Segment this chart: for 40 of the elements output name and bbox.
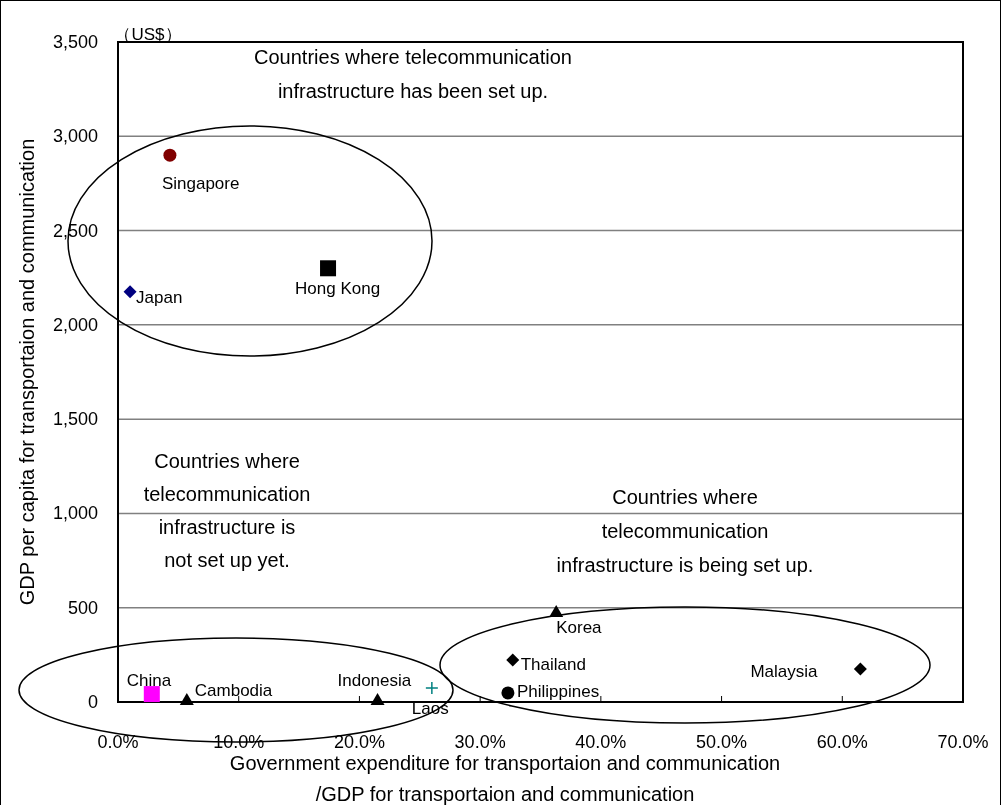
series-label: Thailand [520,654,586,674]
point [163,148,177,162]
y-tick-label: 3,000 [52,126,98,147]
point [179,693,194,706]
series-label: China [126,671,172,691]
point [123,285,137,299]
series-label: Japan [136,287,183,307]
y-axis-title: GDP per capita for transportaion and communication [16,138,38,606]
point [425,681,439,695]
point [501,686,515,700]
point [549,605,564,618]
text: Malaysia [750,662,819,681]
x-tick-label: 60.0% [816,732,868,752]
point [320,260,337,277]
x-tick-label: 30.0% [454,732,506,752]
y-tick-label: 1,500 [52,409,98,430]
annotation: Countries where telecommunication infrastructure has been set up. [254,46,572,102]
point [506,653,520,667]
y-tick-label: 3,500 [52,32,98,52]
x-tick-label: 0.0% [97,732,139,752]
point [143,686,160,703]
x-tick-label: 40.0% [575,732,627,752]
annotation: Countries where telecommunication infrastructure is not set up yet. [143,450,311,571]
x-axis-title: Government expenditure for transportaion and communication /GDP for transportaion and communication [229,752,781,805]
x-tick-label: 50.0% [696,732,748,752]
series-label: Indonesia [337,671,412,691]
series-label: Cambodia [194,681,273,701]
series-label: Korea [556,618,603,638]
x-tick-label: 20.0% [333,732,385,752]
point [370,693,385,706]
y-tick-label: 1,000 [52,503,98,524]
y-tick-label: 2,000 [52,314,98,335]
annotation: Countries where telecommunication infrastructure is being set up. [556,486,814,576]
series-label: Philippines [516,681,600,701]
y-tick-label: 0 [87,692,98,712]
y-tick-label: 500 [67,597,98,618]
series-label: Singapore [161,174,240,194]
x-tick-label: 70.0% [937,732,989,752]
point [853,662,867,676]
series-label: Hong Kong [295,279,381,299]
